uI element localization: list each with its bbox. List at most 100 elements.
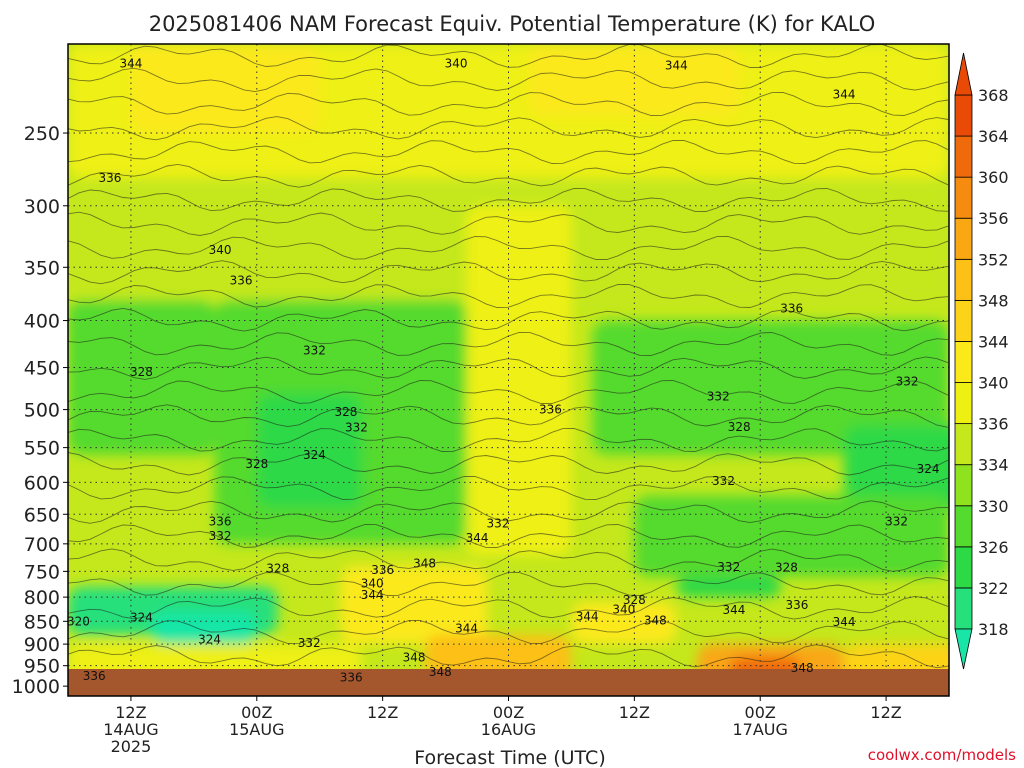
theta-e-region [130,44,320,134]
y-tick-label: 350 [24,257,60,279]
x-tick-label: 00Z [745,703,776,722]
contour-line [68,644,949,669]
contour-label: 348 [429,665,452,679]
contour-label: 332 [345,421,368,435]
colorbar-segment [954,546,973,589]
contour-label: 328 [775,561,798,575]
y-tick-label: 750 [24,561,60,583]
y-tick-label: 600 [24,472,60,494]
y-tick-label: 800 [24,587,60,609]
contour-labels: 3363443363403363283323283283243363323283… [68,56,939,684]
x-tick-label: 12Z [870,703,901,722]
theta-e-region [256,393,362,509]
contour-label: 336 [98,171,121,185]
contour-label: 348 [644,613,667,627]
x-tick-label: 14AUG [103,720,158,739]
contour-line [68,211,949,236]
contour-label: 348 [413,556,436,570]
contour-label: 344 [576,610,599,624]
contour-label: 348 [403,651,426,665]
contour-label: 336 [780,301,803,315]
contour-line [68,92,949,116]
colorbar-cap-top [954,52,973,96]
colorbar-segment [954,94,973,137]
y-tick-label: 700 [24,534,60,556]
colorbar-label: 356 [978,209,1009,228]
site-watermark: coolwx.com/models [868,746,1016,764]
y-tick-label: 500 [24,400,60,422]
contour-label: 344 [833,88,856,102]
y-tick-label: 250 [24,123,60,145]
theta-e-region [571,602,677,645]
colorbar-label: 364 [978,127,1009,146]
contour-label: 328 [728,420,751,434]
contour-label: 332 [303,343,326,357]
contour-label: 344 [361,588,384,602]
theta-e-region [68,300,215,455]
contour-label: 332 [298,636,321,650]
colorbar-label: 344 [978,332,1009,351]
y-tick-label: 450 [24,358,60,380]
contour-label: 328 [623,593,646,607]
contour-label: 348 [791,661,814,675]
color-scale-legend: 318 322 326 330 334 336 340 344 348 352 356 360 364 3… [954,52,1009,670]
theta-e-region [634,495,949,577]
contour-label: 336 [83,669,106,683]
colorbar-segment [954,176,973,219]
contour-label: 344 [665,58,688,72]
contour-label: 344 [455,622,478,636]
y-tick-label: 300 [24,196,60,218]
contour-line [68,620,949,644]
colorbar-segment [954,423,973,466]
x-tick-label: 16AUG [481,720,536,739]
colorbar-segment [954,299,973,342]
contour-label: 344 [723,603,746,617]
x-tick-label: 00Z [241,703,272,722]
contour-line [68,476,949,500]
y-tick-label: 900 [24,634,60,656]
colorbar-label: 334 [978,456,1009,475]
contour-line [68,260,949,285]
theta-e-region [466,205,572,556]
contour-label: 336 [371,563,394,577]
colorbar-label: 330 [978,497,1009,516]
y-tick-label: 850 [24,611,60,633]
x-axis-label: Forecast Time (UTC) [414,747,605,768]
colorbar-segment [954,341,973,383]
y-tick-label: 400 [24,311,60,333]
ground-below-surface [68,669,949,696]
contour-line [68,284,949,308]
contour-label: 328 [266,562,289,576]
contour-label: 332 [896,374,919,388]
contour-label: 336 [539,403,562,417]
contour-label: 344 [466,531,489,545]
colorbar-cap-bottom [954,628,973,670]
colorbar-label: 340 [978,374,1009,393]
x-tick-label: 12Z [115,703,146,722]
contour-line [68,188,949,212]
colorbar-segment [954,464,973,507]
colorbar-segment [954,382,973,425]
contour-label: 324 [130,611,153,625]
colorbar-segment [954,217,973,260]
pressure-axis: 2503003504004505005506006507007508008509… [12,123,68,698]
contour-label: 332 [707,390,730,404]
x-tick-label: 17AUG [733,720,788,739]
y-tick-label: 650 [24,504,60,526]
contour-label: 340 [209,243,232,257]
contour-label: 340 [361,576,384,590]
colorbar-label: 326 [978,538,1009,557]
contour-line [68,307,949,332]
contour-label: 332 [712,474,735,488]
contour-label: 328 [245,457,268,471]
contour-label: 336 [230,274,253,288]
contour-label: 324 [198,633,221,647]
colorbar-label: 348 [978,291,1009,310]
colorbar-label: 360 [978,168,1009,187]
contour-label: 332 [209,529,232,543]
colorbar-segment [954,135,973,178]
contour-label: 336 [340,670,363,684]
contour-line [68,404,949,428]
